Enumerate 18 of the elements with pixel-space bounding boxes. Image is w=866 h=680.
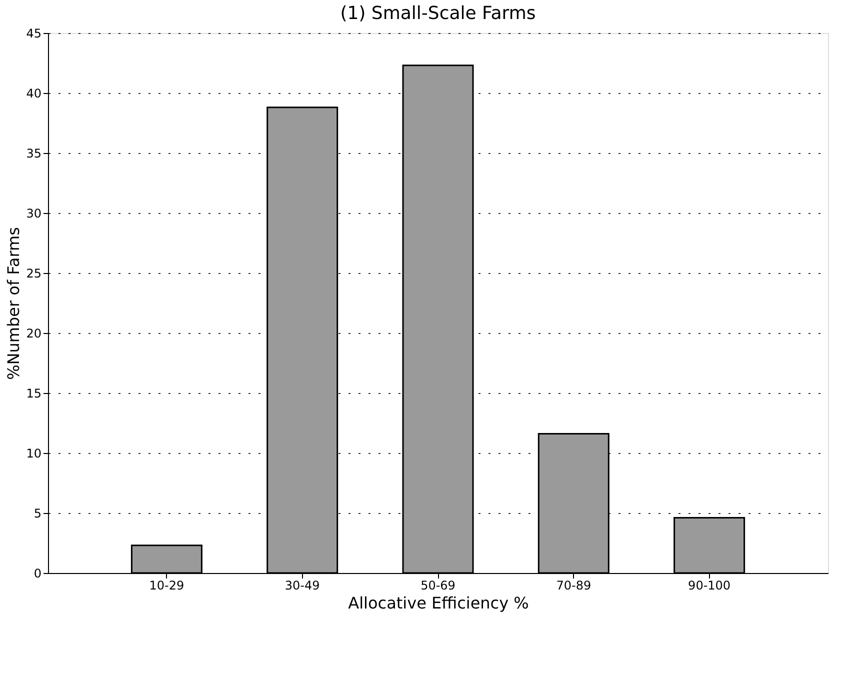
x-tick-label: 10-29 bbox=[149, 578, 184, 592]
y-tick-label: 35 bbox=[26, 146, 42, 160]
y-tick-label: 20 bbox=[26, 326, 42, 340]
y-axis-title: %Number of Farms bbox=[4, 227, 24, 380]
chart-title: (1) Small-Scale Farms bbox=[340, 3, 536, 24]
y-tick-label: 0 bbox=[34, 566, 42, 580]
x-tick-label: 50-69 bbox=[420, 578, 456, 592]
x-axis-title: Allocative Efficiency % bbox=[348, 594, 529, 612]
x-tick-label: 30-49 bbox=[284, 578, 320, 592]
y-tick-label: 25 bbox=[26, 266, 42, 280]
y-tick-label: 15 bbox=[26, 386, 42, 400]
y-tick-label: 5 bbox=[34, 506, 42, 520]
x-tick-label: 70-89 bbox=[556, 578, 592, 592]
y-tick-label: 10 bbox=[26, 446, 42, 460]
y-tick-label: 40 bbox=[26, 86, 42, 100]
y-tick-label: 45 bbox=[26, 26, 42, 40]
x-tick-label: 90-100 bbox=[688, 578, 731, 592]
y-tick-label: 30 bbox=[26, 206, 42, 220]
